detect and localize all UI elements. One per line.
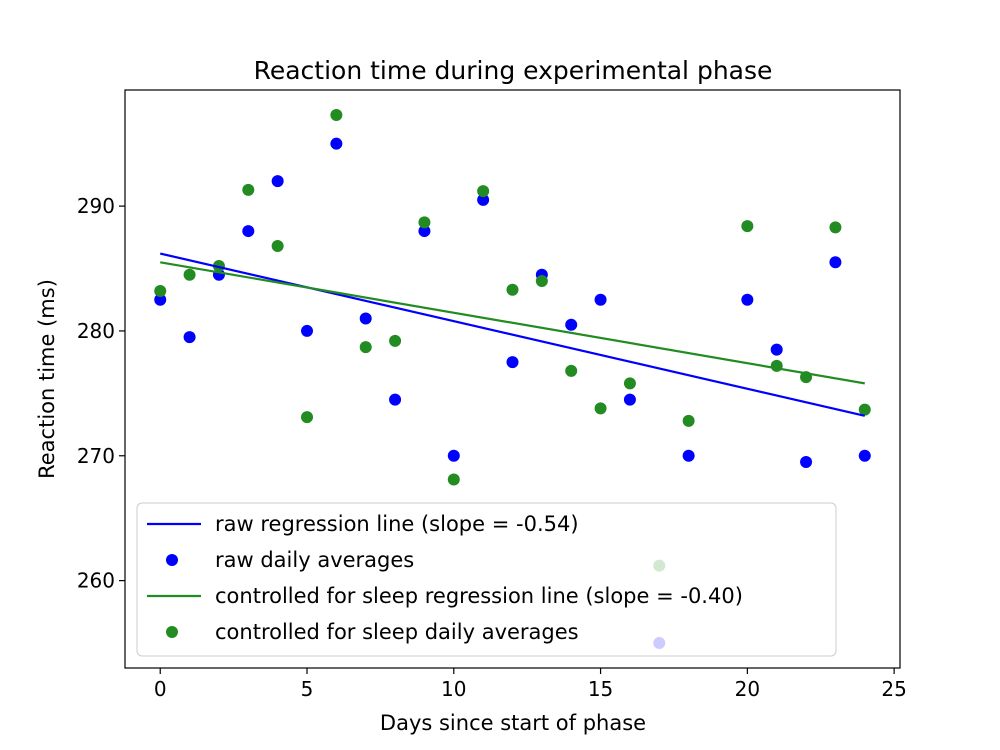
legend-marker-swatch	[166, 626, 178, 638]
regression-line	[159, 252, 866, 417]
data-point	[594, 293, 607, 306]
data-point	[741, 293, 754, 306]
data-point	[301, 324, 314, 337]
data-point	[477, 193, 490, 206]
x-tick-label: 15	[588, 677, 613, 701]
y-tick-label: 260	[77, 569, 115, 593]
data-point	[623, 393, 636, 406]
data-point	[535, 275, 548, 288]
data-point	[359, 341, 372, 354]
x-tick-label: 10	[441, 677, 466, 701]
y-axis: 260 270 280 290	[77, 194, 125, 593]
data-point	[829, 256, 842, 269]
data-point	[418, 216, 431, 229]
data-point	[183, 331, 196, 344]
x-axis-title: Days since start of phase	[380, 711, 646, 735]
legend: raw regression line (slope = -0.54) raw d…	[136, 502, 837, 657]
data-point	[242, 225, 255, 238]
regression-line	[160, 261, 865, 385]
data-point	[565, 318, 578, 331]
legend-label: raw regression line (slope = -0.54)	[215, 512, 579, 536]
data-point	[389, 393, 402, 406]
data-point	[800, 456, 813, 469]
data-point	[389, 334, 402, 347]
legend-label: raw daily averages	[215, 548, 414, 572]
y-tick-label: 270	[77, 444, 115, 468]
data-point	[682, 449, 695, 462]
y-tick-label: 290	[77, 194, 115, 218]
data-point	[565, 364, 578, 377]
data-point	[418, 225, 431, 238]
y-axis-title: Reaction time (ms)	[35, 279, 59, 479]
data-point	[623, 377, 636, 390]
legend-label: controlled for sleep regression line (sl…	[215, 584, 743, 608]
plot-area	[154, 108, 871, 650]
legend-marker-swatch	[166, 554, 178, 566]
data-point	[829, 221, 842, 234]
x-tick-label: 5	[301, 677, 314, 701]
x-tick-label: 25	[881, 677, 906, 701]
data-point	[330, 108, 343, 121]
data-point	[447, 449, 460, 462]
data-point	[330, 137, 343, 150]
data-point	[741, 220, 754, 233]
data-point	[477, 185, 490, 198]
data-point	[242, 183, 255, 196]
data-point	[154, 293, 167, 306]
y-tick-label: 280	[77, 319, 115, 343]
data-point	[594, 402, 607, 415]
data-point	[506, 283, 519, 296]
x-tick-label: 20	[735, 677, 760, 701]
data-point	[770, 343, 783, 356]
data-point	[770, 359, 783, 372]
legend-box	[136, 502, 837, 657]
x-axis: 0 5 10 15 20 25	[154, 668, 907, 701]
x-tick-label: 0	[154, 677, 167, 701]
data-point	[271, 240, 284, 253]
axes-frame	[124, 89, 901, 669]
data-point	[858, 449, 871, 462]
legend-label: controlled for sleep daily averages	[215, 620, 579, 644]
data-point	[359, 312, 372, 325]
chart-title: Reaction time during experimental phase	[254, 56, 773, 85]
data-point	[682, 414, 695, 427]
data-point	[301, 411, 314, 424]
data-point	[858, 403, 871, 416]
data-point	[183, 268, 196, 281]
data-point	[506, 356, 519, 369]
data-point	[447, 473, 460, 486]
data-point	[271, 175, 284, 188]
data-point	[154, 284, 167, 297]
